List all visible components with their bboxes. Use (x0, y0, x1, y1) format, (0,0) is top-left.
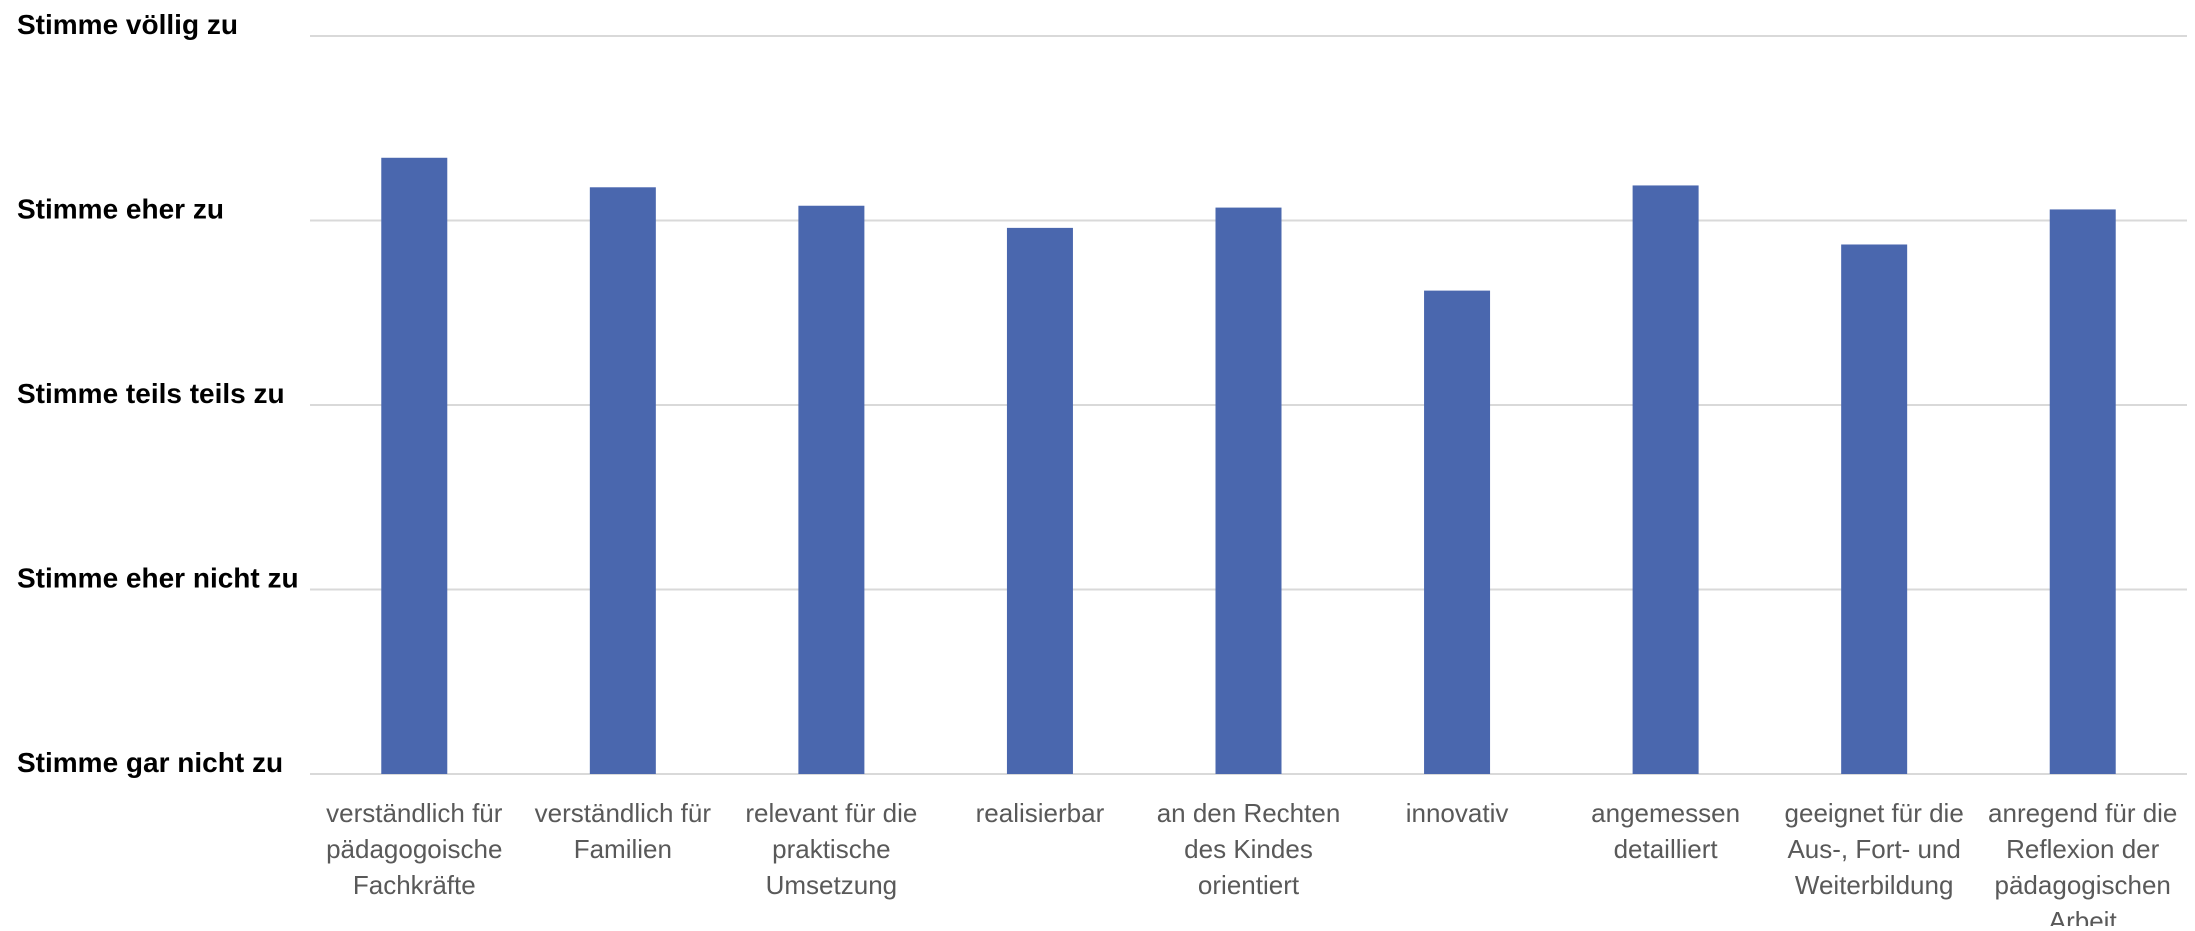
x-tick-label: realisierbar (976, 798, 1105, 828)
bar (1006, 227, 1073, 774)
y-axis-tick-labels: Stimme gar nicht zu Stimme eher nicht zu S… (17, 9, 299, 778)
bar (1424, 290, 1491, 774)
y-tick-label: Stimme völlig zu (17, 9, 238, 40)
bars (381, 157, 2116, 775)
bar (589, 187, 656, 775)
x-tick-label: an den Rechten des Kindes orientiert (1157, 798, 1341, 900)
x-tick-label: verständlich für pädagogoische Fachkräfte (326, 798, 503, 900)
x-tick-label: relevant für die praktische Umsetzung (745, 798, 917, 900)
x-axis-tick-labels: verständlich für pädagogoische Fachkräfte v… (326, 798, 2177, 931)
bar (1632, 185, 1699, 774)
x-tick-label: innovativ (1406, 798, 1509, 828)
y-tick-label: Stimme eher nicht zu (17, 563, 299, 594)
y-tick-label: Stimme teils teils zu (17, 378, 285, 409)
bar (1215, 207, 1282, 774)
bar (381, 157, 448, 774)
bar (1841, 244, 1908, 775)
bar (798, 205, 865, 775)
y-tick-label: Stimme eher zu (17, 194, 224, 225)
x-tick-label: angemessen detailliert (1591, 798, 1740, 864)
x-tick-label: anregend für die Reflexion der pädagogisch… (1988, 798, 2177, 926)
y-tick-label: Stimme gar nicht zu (17, 747, 283, 778)
bar (2049, 209, 2116, 774)
x-tick-label: geeignet für die Aus-, Fort- und Weiterbil… (1785, 798, 1964, 900)
x-tick-label: verständlich für Familien (535, 798, 712, 864)
